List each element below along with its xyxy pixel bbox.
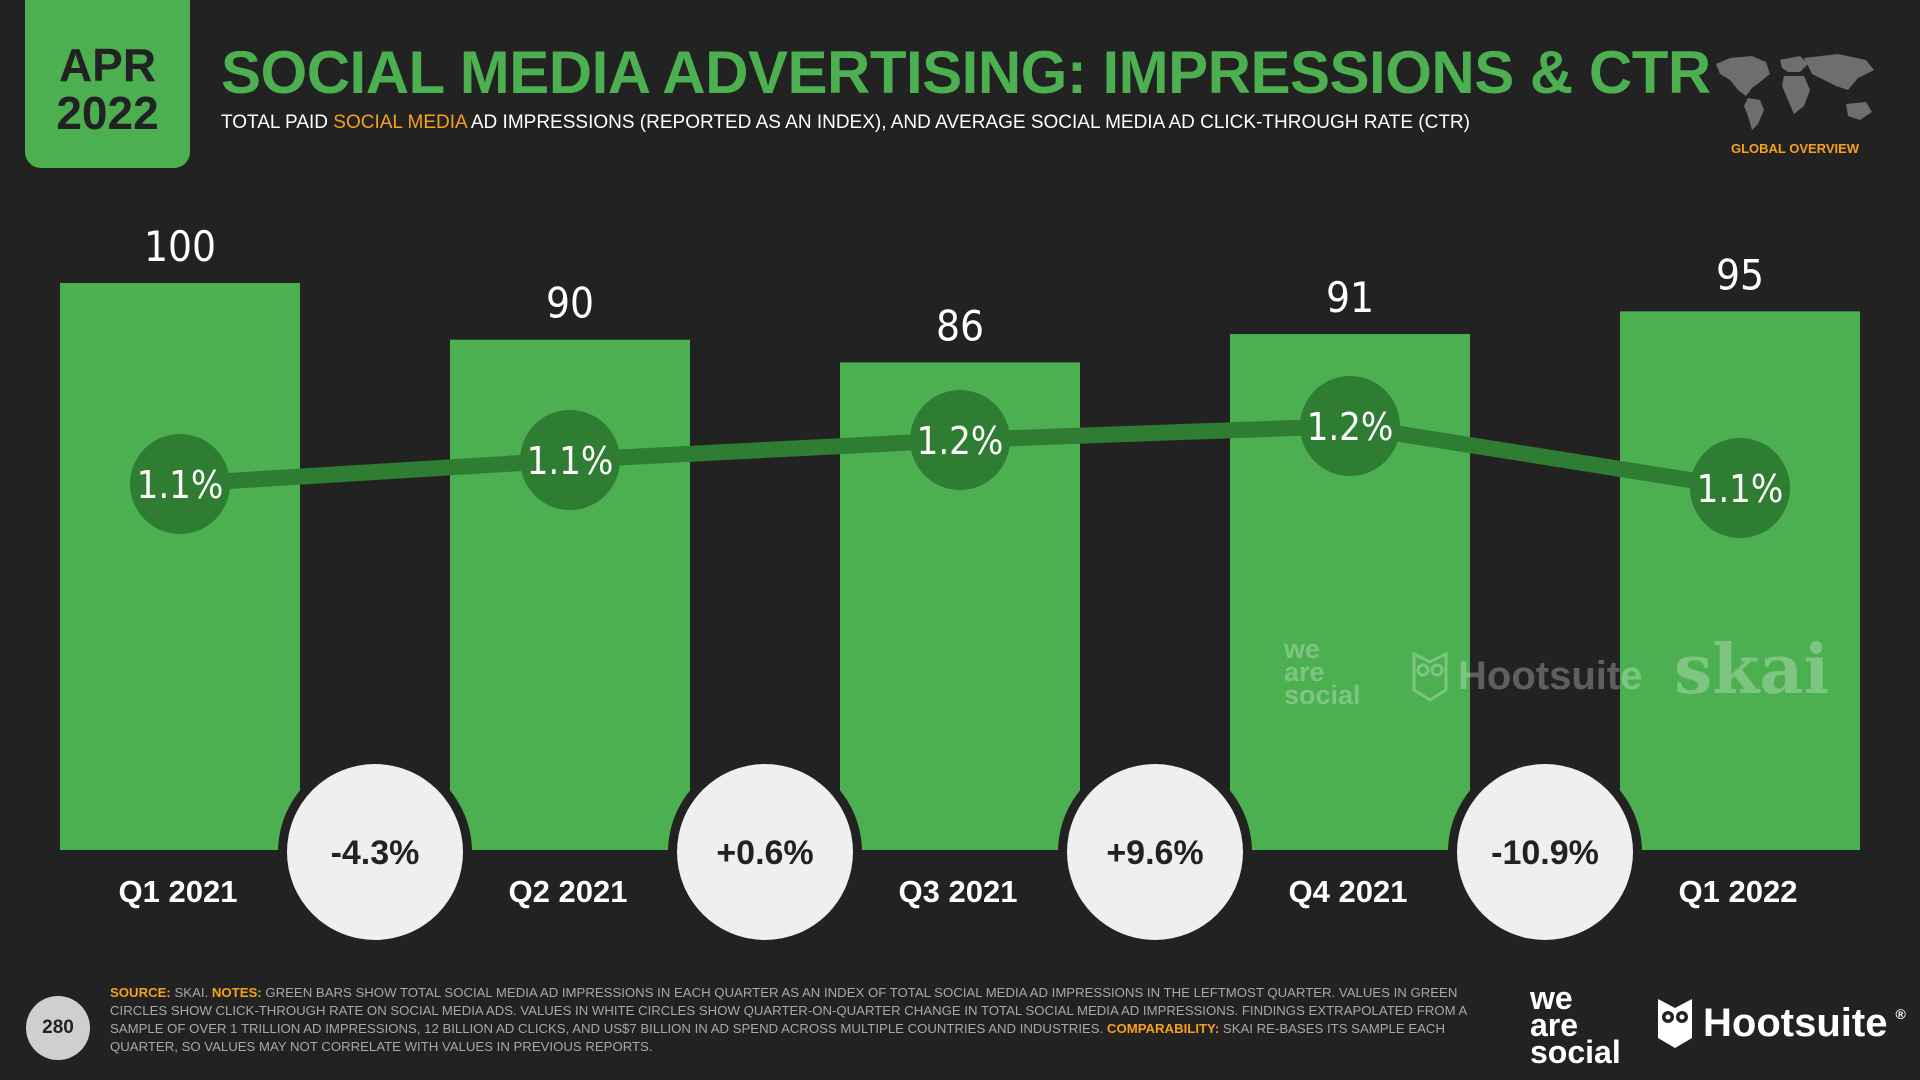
ctr-point-label: 1.1%: [137, 463, 224, 507]
ctr-point-label: 1.1%: [1697, 467, 1784, 511]
notes-label: NOTES:: [211, 985, 262, 1000]
bar-value-label: 91: [1326, 273, 1374, 322]
category-label: Q3 2021: [899, 874, 1018, 909]
ctr-point: [910, 390, 1010, 490]
bar-value-label: 95: [1716, 250, 1764, 299]
owl-icon: [1412, 651, 1448, 702]
skai-watermark: skai: [1674, 630, 1830, 710]
wm-hootsuite-text: Hootsuite: [1458, 653, 1643, 698]
source-label: SOURCE:: [110, 985, 171, 1000]
ctr-point: [130, 434, 230, 534]
ctr-point: [1300, 376, 1400, 476]
change-label: -4.3%: [331, 834, 420, 872]
change-circle: [1457, 764, 1633, 940]
hootsuite-logo: Hootsuite ®: [1655, 996, 1906, 1050]
ctr-point-label: 1.2%: [917, 419, 1004, 463]
hootsuite-watermark: Hootsuite: [1410, 650, 1642, 702]
date-badge: APR 2022: [25, 0, 190, 168]
source-text: SKAI.: [170, 985, 212, 1000]
we-are-social-logo: we are social: [1530, 980, 1621, 1070]
wm-was-word-3: social: [1284, 680, 1361, 710]
change-circle: [677, 764, 853, 940]
page-title: SOCIAL MEDIA ADVERTISING: IMPRESSIONS & …: [221, 39, 1711, 106]
wm-was-word-1: we: [1284, 634, 1321, 664]
ctr-point: [1690, 438, 1790, 538]
wm-was-word-2: are: [1284, 657, 1325, 687]
subtitle-post: AD IMPRESSIONS (REPORTED AS AN INDEX), A…: [466, 112, 1470, 133]
world-map-icon: [1716, 54, 1874, 130]
subtitle-pre: TOTAL PAID: [221, 112, 334, 133]
ctr-point: [520, 410, 620, 510]
notes-text: GREEN BARS SHOW TOTAL SOCIAL MEDIA AD IM…: [110, 985, 1467, 1036]
change-label: +0.6%: [716, 834, 813, 872]
bar-value-label: 100: [144, 222, 216, 271]
ctr-point-label: 1.2%: [1307, 405, 1394, 449]
date-year: 2022: [56, 87, 159, 139]
footer-notes: SOURCE: SKAI. NOTES: GREEN BARS SHOW TOT…: [110, 984, 1495, 1056]
category-label: Q4 2021: [1289, 874, 1408, 909]
bar-q1-2022: [1620, 311, 1860, 851]
bar-value-label: 90: [546, 279, 594, 328]
date-month: APR: [58, 39, 157, 91]
comparability-label: COMPARABILITY:: [1106, 1021, 1220, 1036]
bar-value-label: 86: [936, 301, 984, 350]
category-label: Q1 2021: [119, 874, 238, 909]
logo-reg-mark: ®: [1895, 1006, 1906, 1022]
region-label: GLOBAL OVERVIEW: [1730, 141, 1860, 156]
bar-q1-2021: [60, 283, 300, 850]
comparability-text: SKAI RE-BASES ITS SAMPLE EACH QUARTER, S…: [110, 1021, 1445, 1054]
change-label: -10.9%: [1491, 834, 1599, 872]
page-number: 280: [26, 996, 90, 1060]
we-are-social-watermark: we are social: [1284, 634, 1361, 710]
category-label: Q2 2021: [509, 874, 628, 909]
change-circle: [1067, 764, 1243, 940]
change-label: +9.6%: [1106, 834, 1203, 872]
category-label: Q1 2022: [1679, 874, 1798, 909]
logo-hootsuite-text: Hootsuite: [1703, 1000, 1888, 1045]
owl-logo-icon: [1658, 999, 1692, 1048]
ctr-point-label: 1.1%: [527, 439, 614, 483]
logo-was-word-2: are: [1530, 1007, 1579, 1043]
change-circle: [287, 764, 463, 940]
logo-was-word-1: we: [1530, 980, 1573, 1016]
page-subtitle: TOTAL PAID SOCIAL MEDIA AD IMPRESSIONS (…: [221, 112, 1470, 134]
subtitle-highlight: SOCIAL MEDIA: [333, 112, 467, 133]
logo-was-word-3: social: [1530, 1034, 1621, 1070]
